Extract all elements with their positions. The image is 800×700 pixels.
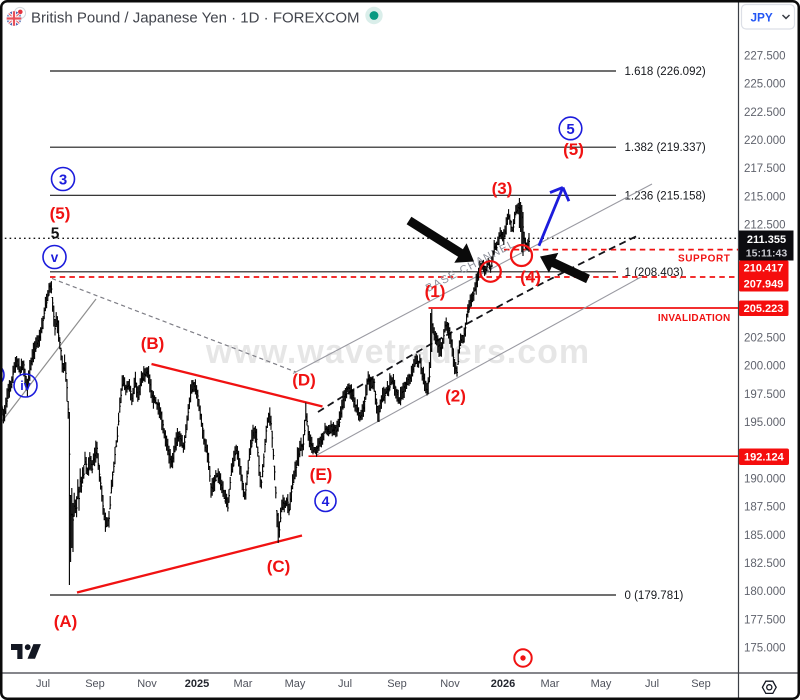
svg-text:187.500: 187.500 bbox=[744, 502, 786, 514]
svg-text:195.000: 195.000 bbox=[744, 417, 786, 429]
svg-text:May: May bbox=[285, 678, 306, 690]
svg-text:Mar: Mar bbox=[541, 678, 560, 690]
svg-text:JPY: JPY bbox=[751, 10, 773, 24]
svg-text:v: v bbox=[51, 250, 59, 265]
svg-text:Nov: Nov bbox=[440, 678, 460, 690]
svg-text:(E): (E) bbox=[310, 465, 333, 484]
svg-text:4: 4 bbox=[322, 493, 330, 509]
svg-text:5: 5 bbox=[51, 226, 60, 243]
svg-text:(C): (C) bbox=[267, 557, 291, 576]
svg-text:185.000: 185.000 bbox=[744, 530, 786, 542]
svg-text:(2): (2) bbox=[445, 387, 466, 406]
svg-text:British Pound / Japanese Yen ·: British Pound / Japanese Yen · 1D · FORE… bbox=[31, 9, 359, 26]
svg-text:192.124: 192.124 bbox=[744, 452, 785, 464]
svg-text:Jul: Jul bbox=[338, 678, 352, 690]
svg-text:205.223: 205.223 bbox=[744, 303, 784, 315]
svg-text:(1): (1) bbox=[425, 282, 446, 301]
svg-text:iv: iv bbox=[20, 379, 30, 393]
svg-text:190.000: 190.000 bbox=[744, 473, 786, 485]
svg-text:3: 3 bbox=[59, 171, 67, 188]
svg-text:Sep: Sep bbox=[691, 678, 711, 690]
svg-text:15:11:43: 15:11:43 bbox=[746, 248, 788, 260]
svg-text:May: May bbox=[591, 678, 612, 690]
svg-text:222.500: 222.500 bbox=[744, 107, 786, 119]
svg-text:207.949: 207.949 bbox=[744, 278, 784, 290]
svg-text:2026: 2026 bbox=[491, 678, 515, 690]
svg-text:Nov: Nov bbox=[137, 678, 157, 690]
svg-text:220.000: 220.000 bbox=[744, 135, 786, 147]
svg-text:(5): (5) bbox=[50, 204, 71, 223]
svg-text:1.618 (226.092): 1.618 (226.092) bbox=[625, 66, 706, 78]
svg-text:0 (179.781): 0 (179.781) bbox=[625, 590, 684, 602]
svg-text:200.000: 200.000 bbox=[744, 361, 786, 373]
svg-text:Sep: Sep bbox=[387, 678, 407, 690]
svg-text:5: 5 bbox=[566, 121, 574, 138]
svg-text:(4): (4) bbox=[520, 268, 541, 287]
svg-text:2025: 2025 bbox=[185, 678, 209, 690]
svg-text:180.000: 180.000 bbox=[744, 586, 786, 598]
svg-text:INVALIDATION: INVALIDATION bbox=[658, 313, 731, 324]
svg-text:212.500: 212.500 bbox=[744, 220, 786, 232]
svg-text:1.382 (219.337): 1.382 (219.337) bbox=[625, 142, 706, 154]
svg-text:(3): (3) bbox=[492, 179, 513, 198]
svg-text:(D): (D) bbox=[292, 371, 316, 390]
svg-text:1 (208.403): 1 (208.403) bbox=[625, 267, 684, 279]
svg-text:(A): (A) bbox=[54, 612, 78, 631]
svg-text:197.500: 197.500 bbox=[744, 389, 786, 401]
svg-text:227.500: 227.500 bbox=[744, 50, 786, 62]
svg-text:217.500: 217.500 bbox=[744, 163, 786, 175]
svg-text:182.500: 182.500 bbox=[744, 558, 786, 570]
svg-text:(B): (B) bbox=[141, 334, 165, 353]
svg-text:175.000: 175.000 bbox=[744, 643, 786, 655]
svg-text:www.wavetraders.com: www.wavetraders.com bbox=[205, 333, 590, 371]
svg-text:215.000: 215.000 bbox=[744, 191, 786, 203]
svg-text:177.500: 177.500 bbox=[744, 614, 786, 626]
svg-text:Sep: Sep bbox=[85, 678, 105, 690]
svg-text:225.000: 225.000 bbox=[744, 79, 786, 91]
svg-text:Mar: Mar bbox=[234, 678, 253, 690]
svg-text:211.355: 211.355 bbox=[747, 234, 786, 246]
svg-text:(5): (5) bbox=[563, 140, 584, 159]
svg-text:210.417: 210.417 bbox=[744, 263, 784, 275]
svg-text:SUPPORT: SUPPORT bbox=[678, 254, 731, 265]
svg-text:Jul: Jul bbox=[645, 678, 659, 690]
svg-text:1.236 (215.158): 1.236 (215.158) bbox=[625, 190, 706, 202]
svg-text:202.500: 202.500 bbox=[744, 332, 786, 344]
svg-text:Jul: Jul bbox=[36, 678, 50, 690]
